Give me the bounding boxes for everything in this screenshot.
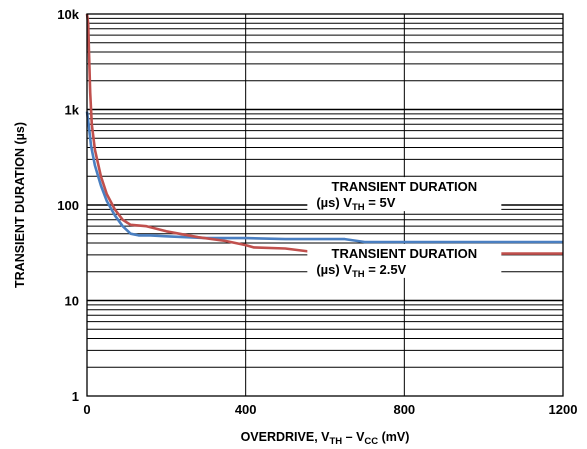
- annotation-line2: (µs) VTH = 2.5V: [316, 262, 406, 280]
- series-line-2: [85, 13, 563, 255]
- y-axis-label: TRANSIENT DURATION (µs): [13, 122, 27, 288]
- x-axis-label-unit: (mV): [378, 430, 409, 444]
- y-tick-label: 1: [72, 389, 79, 404]
- y-tick-label: 10: [65, 294, 79, 309]
- x-axis-label-sub2: CC: [364, 436, 378, 447]
- x-axis-ticks: 0 400 800 1200: [83, 402, 577, 417]
- x-axis-label-main: OVERDRIVE, V: [241, 430, 331, 444]
- y-tick-label: 1k: [65, 103, 80, 118]
- x-axis-label: OVERDRIVE, VTH – VCC (mV): [241, 430, 410, 447]
- series-group: [85, 13, 563, 255]
- annotation-line1: TRANSIENT DURATION: [332, 246, 478, 261]
- annotation-line2-pre: (µs) V: [316, 195, 352, 210]
- plot-frame: [86, 13, 564, 397]
- annotation-line2-sub: TH: [352, 269, 365, 280]
- annotation-line2: (µs) VTH = 5V: [316, 195, 395, 213]
- y-axis-ticks: 1 10 100 1k 10k: [57, 7, 79, 404]
- annotation-line2-sub: TH: [352, 202, 365, 213]
- y-tick-label: 10k: [57, 7, 79, 22]
- x-tick-label: 800: [393, 402, 415, 417]
- annotation-line2-post: = 2.5V: [365, 262, 407, 277]
- x-tick-label: 0: [83, 402, 90, 417]
- x-tick-label: 400: [235, 402, 257, 417]
- series-line-1: [85, 111, 563, 244]
- x-axis-label-sub1: TH: [330, 436, 343, 447]
- annotation-background: [307, 243, 502, 278]
- annotation-line1: TRANSIENT DURATION: [332, 179, 478, 194]
- y-tick-label: 100: [57, 198, 79, 213]
- annotations: TRANSIENT DURATION(µs) VTH = 5VTRANSIENT…: [307, 177, 502, 280]
- x-axis-label-mid: – V: [342, 430, 365, 444]
- annotation-line2-pre: (µs) V: [316, 262, 352, 277]
- x-tick-label: 1200: [549, 402, 578, 417]
- annotation-background: [307, 177, 502, 212]
- annotation-line2-post: = 5V: [365, 195, 396, 210]
